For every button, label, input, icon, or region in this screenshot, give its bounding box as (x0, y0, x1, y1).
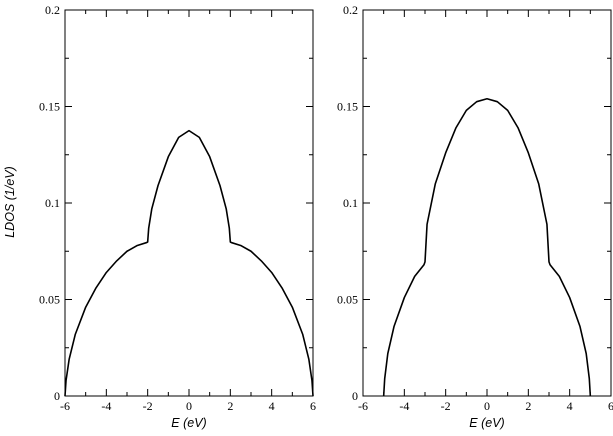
right-ldos-curve (382, 97, 592, 397)
left-x-tick-label: 2 (227, 399, 233, 413)
left-x-tick-label: 6 (310, 399, 316, 413)
right-y-tick-label: 0.05 (337, 293, 358, 307)
left-panel: -6 -4 -2 0 2 4 6 0 0.05 0.1 0.15 0.2 (39, 3, 316, 413)
right-x-tick-label: 4 (567, 399, 573, 413)
left-y-tick-label: 0.15 (39, 100, 60, 114)
right-x-axis-title: E (eV) (469, 416, 504, 430)
left-x-tick-label: -2 (143, 399, 153, 413)
right-x-tick-label: -2 (441, 399, 451, 413)
right-x-tick-label: 0 (484, 399, 490, 413)
left-ldos-curve (64, 129, 314, 397)
right-y-tick-label: 0 (352, 389, 358, 403)
left-x-tick-label: 0 (186, 399, 192, 413)
right-y-tick-label: 0.1 (343, 196, 358, 210)
left-x-tick-label: 4 (269, 399, 275, 413)
right-x-tick-label: 6 (608, 399, 613, 413)
right-y-tick-label: 0.15 (337, 100, 358, 114)
left-y-tick-label: 0 (54, 389, 60, 403)
left-y-tick-label: 0.2 (45, 3, 60, 17)
left-y-tick-label: 0.05 (39, 293, 60, 307)
left-y-tick-label: 0.1 (45, 196, 60, 210)
right-x-tick-label: -6 (358, 399, 368, 413)
right-y-tick-label: 0.2 (343, 3, 358, 17)
left-y-axis-title: LDOS (1/eV) (3, 166, 17, 238)
right-x-tick-label: -4 (399, 399, 409, 413)
left-x-tick-label: -6 (60, 399, 70, 413)
right-plot-frame (362, 9, 612, 397)
left-x-tick-label: -4 (101, 399, 111, 413)
right-panel: -6 -4 -2 0 2 4 6 0 0.05 0.1 0.15 0.2 (337, 3, 613, 413)
right-x-tick-label: 2 (525, 399, 531, 413)
left-plot-frame (64, 9, 314, 397)
left-x-axis-title: E (eV) (171, 416, 206, 430)
